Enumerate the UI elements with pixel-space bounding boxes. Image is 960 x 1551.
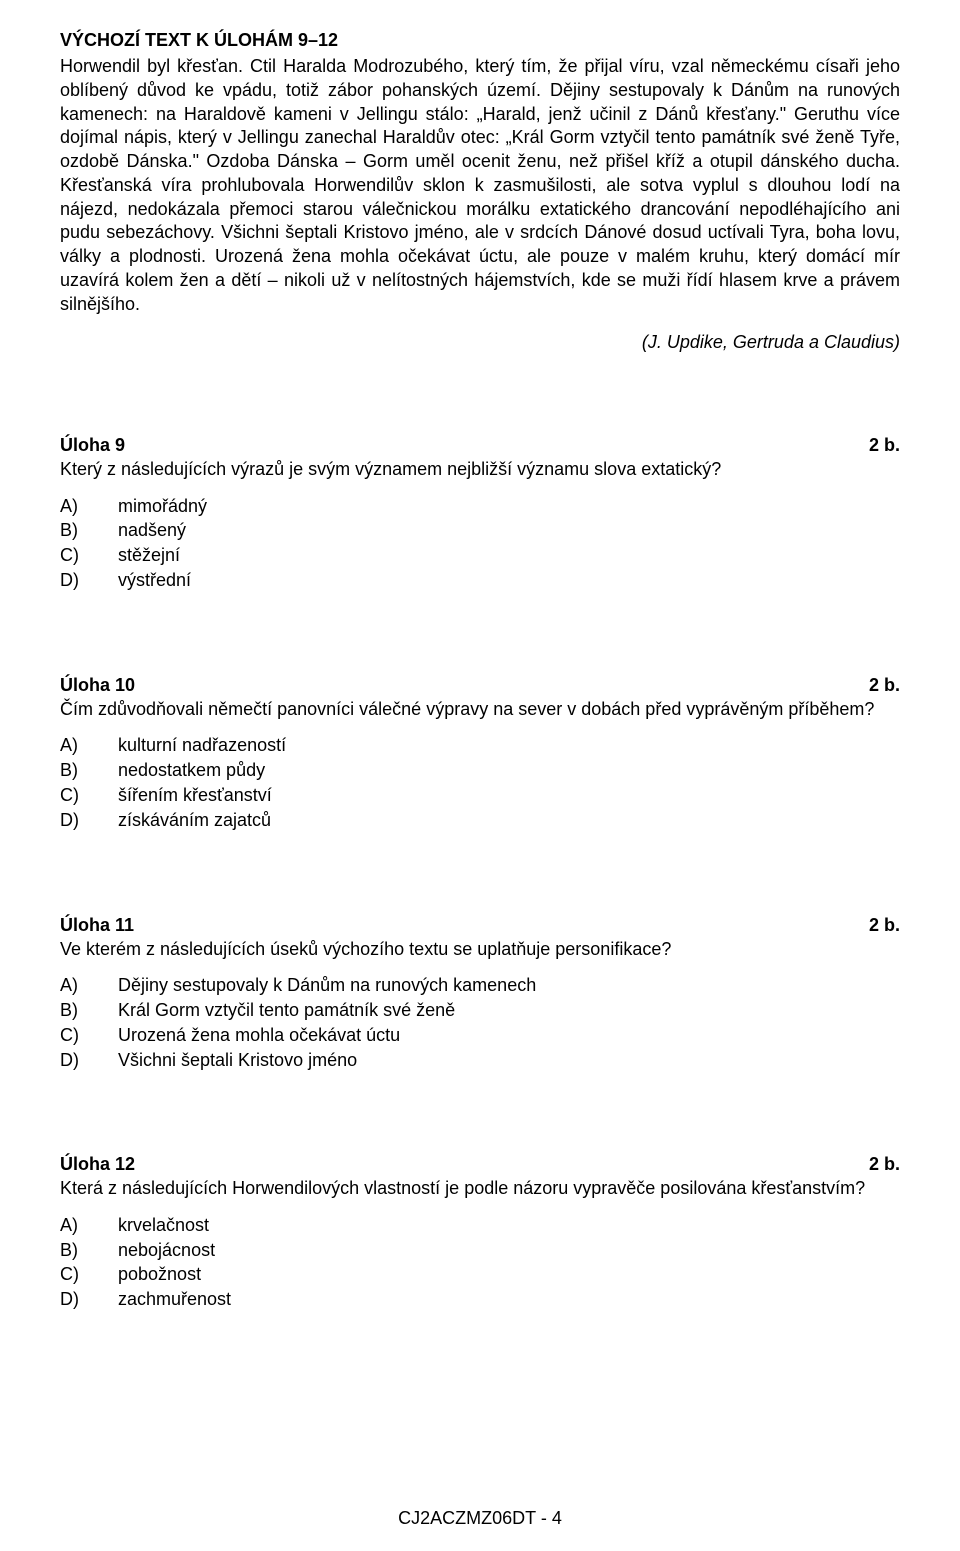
option-row: B) nebojácnost [60, 1238, 900, 1263]
task-question: Která z následujících Horwendilových vla… [60, 1177, 900, 1200]
task-11: Úloha 11 2 b. Ve kterém z následujících … [60, 915, 900, 1073]
task-options: A) mimořádný B) nadšený C) stěžejní D) v… [60, 494, 900, 593]
option-row: D) zachmuřenost [60, 1287, 900, 1312]
option-text: nedostatkem půdy [118, 758, 900, 783]
option-text: nadšený [118, 518, 900, 543]
option-text: nebojácnost [118, 1238, 900, 1263]
task-points: 2 b. [869, 435, 900, 456]
option-letter: B) [60, 998, 118, 1023]
option-letter: C) [60, 543, 118, 568]
option-text: krvelačnost [118, 1213, 900, 1238]
option-letter: A) [60, 733, 118, 758]
page: VÝCHOZÍ TEXT K ÚLOHÁM 9–12 Horwendil byl… [0, 0, 960, 1551]
option-row: B) Král Gorm vztyčil tento památník své … [60, 998, 900, 1023]
option-row: A) kulturní nadřazeností [60, 733, 900, 758]
option-letter: D) [60, 1048, 118, 1073]
option-letter: A) [60, 973, 118, 998]
task-points: 2 b. [869, 1154, 900, 1175]
option-text: pobožnost [118, 1262, 900, 1287]
source-citation: (J. Updike, Gertruda a Claudius) [60, 332, 900, 353]
option-row: A) mimořádný [60, 494, 900, 519]
option-text: získáváním zajatců [118, 808, 900, 833]
page-footer: CJ2ACZMZ06DT - 4 [0, 1508, 960, 1529]
option-letter: C) [60, 1023, 118, 1048]
option-row: B) nedostatkem půdy [60, 758, 900, 783]
option-text: Dějiny sestupovaly k Dánům na runových k… [118, 973, 900, 998]
task-options: A) kulturní nadřazeností B) nedostatkem … [60, 733, 900, 832]
task-12: Úloha 12 2 b. Která z následujících Horw… [60, 1154, 900, 1312]
option-letter: D) [60, 808, 118, 833]
task-title: Úloha 11 [60, 915, 134, 936]
option-row: C) pobožnost [60, 1262, 900, 1287]
task-options: A) Dějiny sestupovaly k Dánům na runovýc… [60, 973, 900, 1072]
option-row: C) Urozená žena mohla očekávat úctu [60, 1023, 900, 1048]
option-text: Král Gorm vztyčil tento památník své žen… [118, 998, 900, 1023]
option-row: A) Dějiny sestupovaly k Dánům na runovýc… [60, 973, 900, 998]
task-question: Který z následujících výrazů je svým výz… [60, 458, 900, 481]
task-title: Úloha 10 [60, 675, 135, 696]
task-points: 2 b. [869, 675, 900, 696]
task-options: A) krvelačnost B) nebojácnost C) pobožno… [60, 1213, 900, 1312]
option-row: D) výstřední [60, 568, 900, 593]
task-header: Úloha 9 2 b. [60, 435, 900, 456]
option-row: D) Všichni šeptali Kristovo jméno [60, 1048, 900, 1073]
task-10: Úloha 10 2 b. Čím zdůvodňovali němečtí p… [60, 675, 900, 833]
task-header: Úloha 11 2 b. [60, 915, 900, 936]
option-letter: D) [60, 568, 118, 593]
source-body: Horwendil byl křesťan. Ctil Haralda Modr… [60, 55, 900, 316]
task-header: Úloha 10 2 b. [60, 675, 900, 696]
option-row: C) stěžejní [60, 543, 900, 568]
option-text: stěžejní [118, 543, 900, 568]
option-letter: A) [60, 494, 118, 519]
task-header: Úloha 12 2 b. [60, 1154, 900, 1175]
task-title: Úloha 9 [60, 435, 125, 456]
option-letter: C) [60, 783, 118, 808]
task-points: 2 b. [869, 915, 900, 936]
option-text: Urozená žena mohla očekávat úctu [118, 1023, 900, 1048]
option-text: Všichni šeptali Kristovo jméno [118, 1048, 900, 1073]
option-letter: B) [60, 758, 118, 783]
option-text: zachmuřenost [118, 1287, 900, 1312]
option-row: D) získáváním zajatců [60, 808, 900, 833]
option-text: výstřední [118, 568, 900, 593]
source-heading: VÝCHOZÍ TEXT K ÚLOHÁM 9–12 [60, 30, 900, 51]
option-letter: A) [60, 1213, 118, 1238]
task-question: Ve kterém z následujících úseků výchozíh… [60, 938, 900, 961]
option-text: mimořádný [118, 494, 900, 519]
task-title: Úloha 12 [60, 1154, 135, 1175]
task-9: Úloha 9 2 b. Který z následujících výraz… [60, 435, 900, 593]
option-text: kulturní nadřazeností [118, 733, 900, 758]
option-text: šířením křesťanství [118, 783, 900, 808]
option-letter: C) [60, 1262, 118, 1287]
option-row: C) šířením křesťanství [60, 783, 900, 808]
option-letter: D) [60, 1287, 118, 1312]
task-question: Čím zdůvodňovali němečtí panovníci váleč… [60, 698, 900, 721]
option-letter: B) [60, 1238, 118, 1263]
option-row: A) krvelačnost [60, 1213, 900, 1238]
option-row: B) nadšený [60, 518, 900, 543]
option-letter: B) [60, 518, 118, 543]
